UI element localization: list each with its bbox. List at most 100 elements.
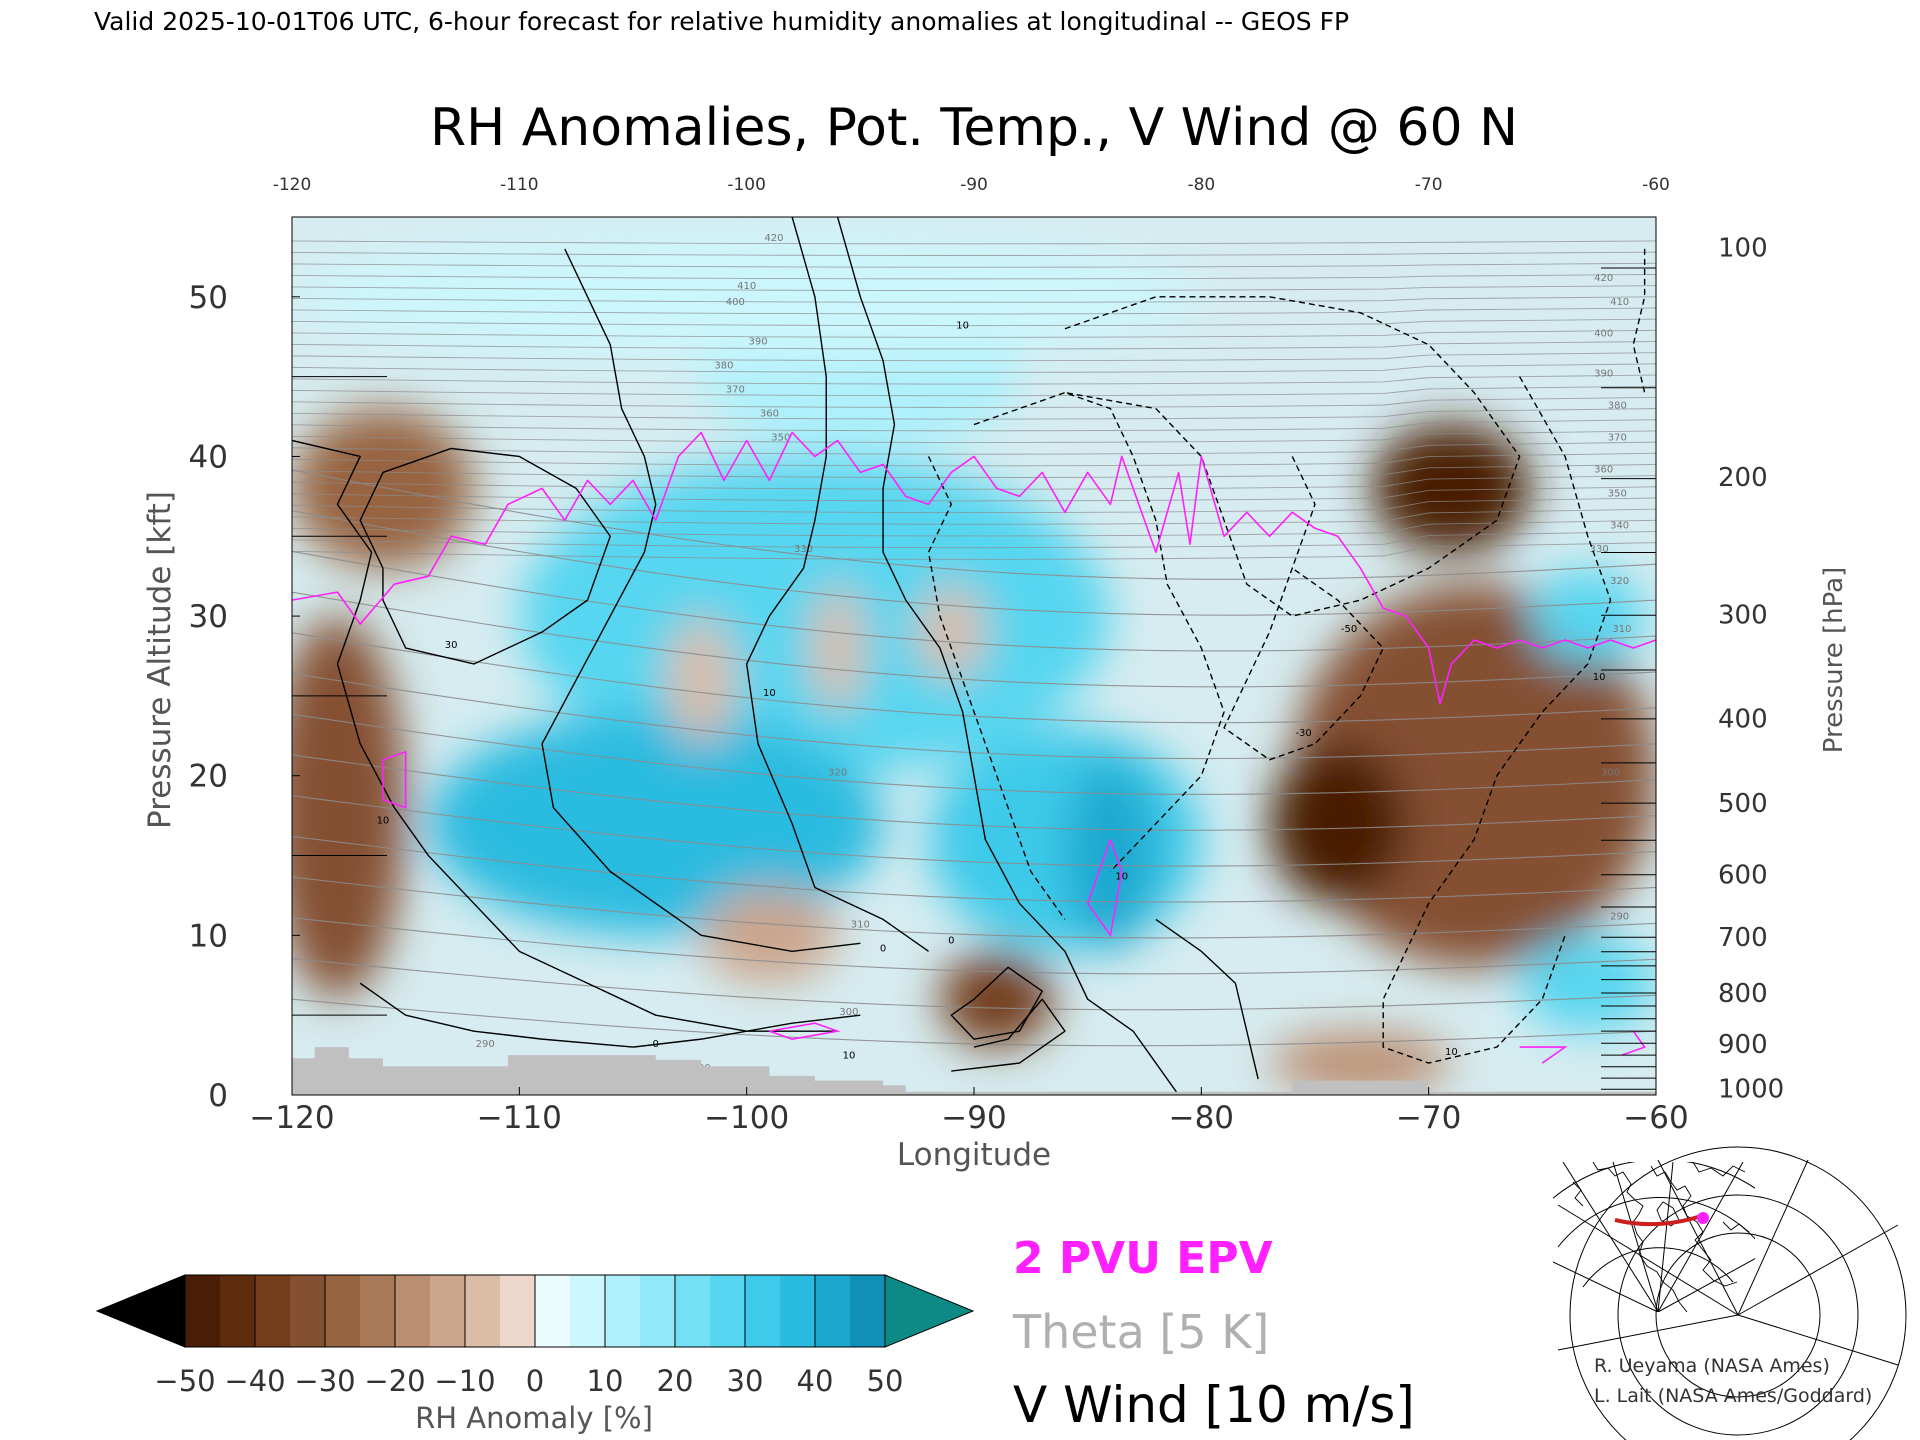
rh-anomaly-region (917, 584, 986, 680)
theta-contour-label: 330 (1590, 544, 1609, 555)
colorbar-label: RH Anomaly [%] (415, 1401, 653, 1435)
theta-contour-label: 330 (794, 544, 813, 555)
theta-contour-label: 370 (1608, 432, 1627, 443)
colorbar-tick-label: −20 (364, 1364, 425, 1398)
pressure-tick-label: 800 (1718, 979, 1768, 1009)
theta-contour-line (292, 469, 1656, 580)
legend-entry: V Wind [10 m/s] (1013, 1376, 1415, 1434)
theta-contour-line (292, 430, 1656, 443)
theta-contour-line (292, 486, 1656, 502)
locator-latitude-circle (1655, 1232, 1821, 1398)
colorbar-bin (815, 1275, 851, 1347)
theta-contour-line (292, 508, 1656, 525)
locator-coastline-west (1592, 1162, 1688, 1312)
v-wind-contour-label: -50 (1341, 624, 1357, 635)
theta-contour-label: 360 (1594, 464, 1613, 475)
pressure-tick-label: 700 (1718, 923, 1768, 953)
colorbar-tick-label: −40 (224, 1364, 285, 1398)
theta-contour-label: 410 (737, 281, 756, 292)
locator-alaska (1572, 1181, 1584, 1207)
v-wind-contour-label: -30 (1295, 728, 1311, 739)
v-wind-contour-line (1223, 456, 1384, 761)
pressure-tick-label: 200 (1718, 463, 1768, 493)
y-tick-label: 40 (189, 439, 228, 475)
colorbar-bin (430, 1275, 466, 1347)
v-wind-contour-line (927, 456, 1066, 920)
theta-contour-line (292, 419, 1656, 432)
v-wind-contour-line (359, 982, 861, 1048)
colorbar-bin (640, 1275, 676, 1347)
theta-contour-label: 300 (1601, 768, 1620, 779)
pressure-tick-label: 600 (1718, 861, 1768, 891)
v-wind-contour-label: 10 (1593, 672, 1606, 683)
epv-2pvu-loop (1519, 1046, 1568, 1064)
plot-frame (291, 216, 1657, 1096)
locator-latitude-circle (1582, 1247, 1734, 1288)
credit-line-1: R. Ueyama (NASA Ames) (1594, 1355, 1830, 1377)
axis-ticks: −120 -120 −110 -110 −100 -100 −90 -90 −80 -80 −70 -… (189, 175, 1785, 1136)
theta-contour-line (292, 835, 1656, 903)
theta-contour-label: 420 (764, 233, 783, 244)
locator-meridian (1657, 1162, 1744, 1312)
y-tick-label: 20 (189, 759, 228, 795)
theta-contour-line (292, 463, 1656, 478)
x-top-tick-label: -120 (273, 175, 312, 195)
colorbar-tick-label: 40 (797, 1364, 834, 1398)
v-wind-contour-label: 10 (763, 688, 776, 699)
locator-latitude-circle (1569, 1146, 1907, 1440)
x-tick-label: −60 (1623, 1100, 1688, 1136)
v-wind-contour-label: 0 (653, 1039, 659, 1050)
x-top-tick-label: -80 (1187, 175, 1215, 195)
header-text: Valid 2025-10-01T06 UTC, 6-hour forecast… (94, 7, 1349, 36)
locator-latitude-circle (1557, 1197, 1755, 1248)
y-axis-right-title: Pressure [hPa] (1819, 567, 1849, 754)
locator-meridian (1657, 1258, 1755, 1312)
colorbar-frame (184, 1274, 886, 1348)
x-tick-label: −70 (1396, 1100, 1461, 1136)
rh-anomaly-region (292, 616, 406, 1000)
theta-contour-label: 400 (726, 297, 745, 308)
v-wind-contour-line (1064, 296, 1521, 617)
colorbar-bin (220, 1275, 256, 1347)
theta-contour-label: 390 (1594, 369, 1613, 380)
theta-contour-label: 320 (828, 768, 847, 779)
theta-contour-label: 340 (1610, 520, 1629, 531)
theta-contour-label: 420 (1594, 273, 1613, 284)
y-tick-label: 50 (189, 280, 228, 316)
locator-coastline-east (1650, 1165, 1738, 1287)
theta-contour-line (292, 240, 1656, 245)
terrain-area (292, 1047, 1656, 1095)
locator-meridian (1553, 1261, 1659, 1312)
theta-contour-line (292, 876, 1656, 939)
epv-2pvu-contour (292, 431, 1656, 1064)
theta-contour-line (292, 957, 1656, 1011)
epv-2pvu-loop (382, 750, 407, 809)
legend-entry: 2 PVU EPV (1013, 1233, 1273, 1284)
theta-contour-line (292, 251, 1656, 256)
theta-contour-line (292, 542, 1656, 560)
locator-greenland (1692, 1162, 1746, 1177)
theta-contour-label: 380 (1608, 401, 1627, 412)
locator-hudson-bay (1656, 1201, 1680, 1227)
locator-meridian (1557, 1204, 1739, 1316)
x-axis-title: Longitude (897, 1137, 1051, 1173)
v-wind-contour-label: 10 (1115, 871, 1128, 882)
colorbar-tick-label: 50 (867, 1364, 904, 1398)
locator-map-frame (1553, 1162, 1755, 1312)
theta-contour-line (292, 285, 1656, 292)
colorbar-tick-label: 30 (727, 1364, 764, 1398)
epv-2pvu-loop (1621, 1030, 1646, 1056)
theta-contour-label: 400 (1594, 329, 1613, 340)
theta-contour-line (292, 673, 1656, 760)
x-tick-label: −80 (1169, 1100, 1234, 1136)
y-axis-left-title: Pressure Altitude [kft] (142, 491, 178, 829)
theta-contour-line (292, 795, 1656, 867)
colorbar-tick-label: 20 (657, 1364, 694, 1398)
colorbar-bin (745, 1275, 781, 1347)
x-tick-label: −100 (704, 1100, 789, 1136)
colorbar-bin (465, 1275, 501, 1347)
rh-anomaly-region (701, 887, 838, 984)
locator-meridian (1737, 1224, 1899, 1316)
theta-contour-line (292, 441, 1656, 455)
rh-anomaly-field (292, 232, 1656, 1095)
